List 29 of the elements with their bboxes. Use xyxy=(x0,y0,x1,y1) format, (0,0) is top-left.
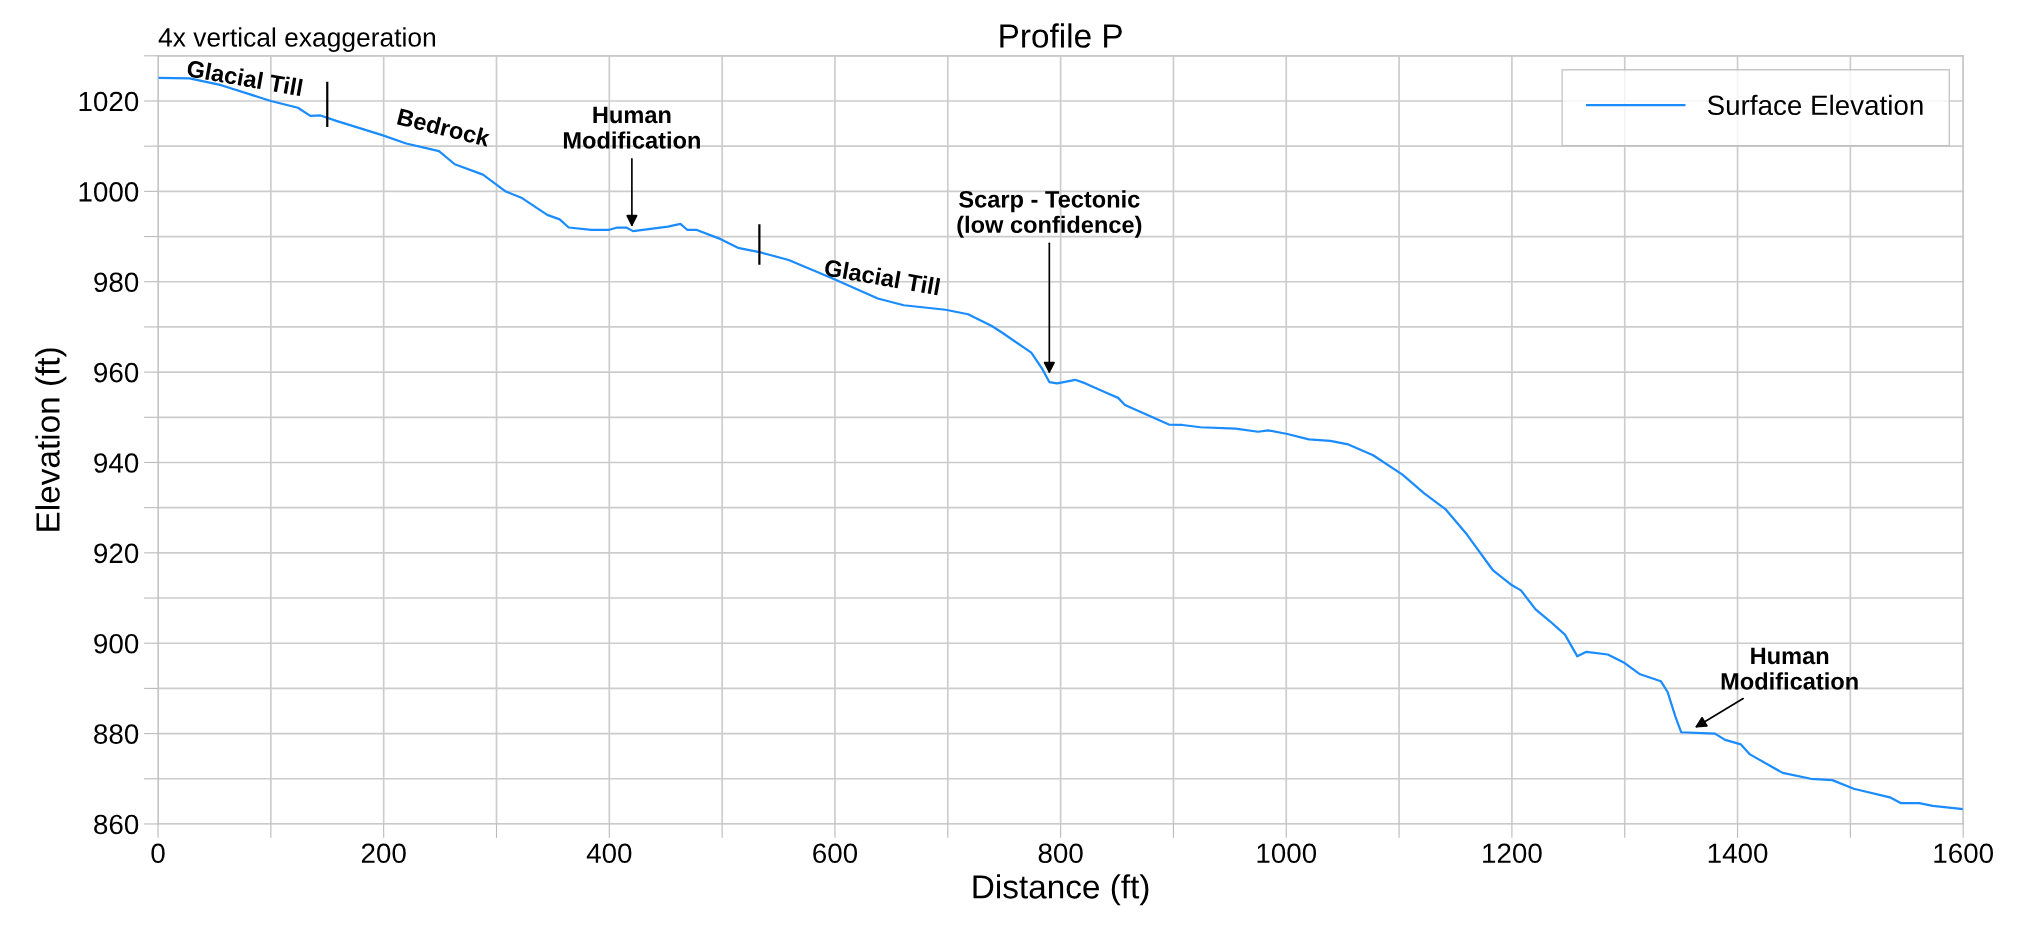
x-tick-label: 1200 xyxy=(1483,843,1542,864)
x-tick-label: 0 xyxy=(151,843,165,864)
y-tick-label: 980 xyxy=(94,272,139,293)
legend-label: Surface Elevation xyxy=(1707,94,1923,116)
x-axis-title: Distance (ft) xyxy=(973,874,1149,906)
y-tick-label: 940 xyxy=(94,453,139,473)
y-tick-label: 960 xyxy=(94,362,139,383)
annotation: Human Modification xyxy=(563,106,700,149)
y-tick-label: 860 xyxy=(94,814,139,835)
annotation: Human Modification xyxy=(1721,647,1858,690)
x-tick-label: 1600 xyxy=(1934,843,1994,864)
y-axis-title: Elevation (ft) xyxy=(35,348,67,531)
x-tick-label: 200 xyxy=(361,843,406,864)
annotation: Glacial Till xyxy=(186,59,303,97)
x-tick-label: 400 xyxy=(586,843,632,864)
annotation: Scarp - Tectonic (low confidence) xyxy=(957,190,1142,238)
y-tick-label: 900 xyxy=(94,633,139,654)
annotation: Bedrock xyxy=(396,107,492,147)
x-tick-label: 600 xyxy=(813,843,858,864)
x-tick-label: 1400 xyxy=(1708,843,1768,864)
text: 4x vertical exaggeration xyxy=(158,27,436,52)
x-tick-label: 800 xyxy=(1038,843,1083,864)
y-tick-label: 1020 xyxy=(79,91,139,112)
y-tick-label: 1000 xyxy=(79,182,139,202)
x-tick-label: 1000 xyxy=(1257,843,1317,864)
annotation: Glacial Till xyxy=(823,258,941,296)
y-tick-label: 880 xyxy=(94,724,139,744)
y-tick-label: 920 xyxy=(94,543,139,564)
chart-title: Profile P xyxy=(1000,23,1122,48)
